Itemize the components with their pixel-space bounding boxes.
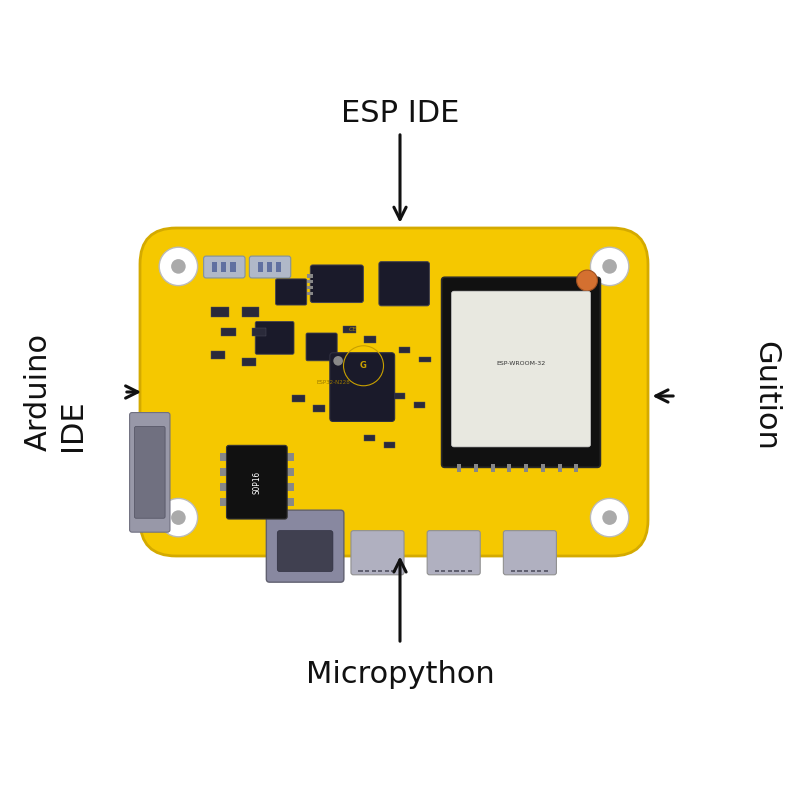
Circle shape (602, 259, 617, 274)
Text: Arduino
IDE: Arduino IDE (24, 333, 86, 451)
Bar (267, 262, 272, 272)
Bar (212, 262, 218, 272)
Bar (541, 464, 545, 472)
Bar (372, 570, 376, 573)
FancyBboxPatch shape (275, 279, 306, 305)
Bar (457, 464, 461, 472)
Bar (363, 435, 374, 442)
FancyBboxPatch shape (451, 291, 590, 447)
FancyBboxPatch shape (278, 530, 333, 571)
Bar (574, 464, 578, 472)
FancyBboxPatch shape (379, 262, 430, 306)
Circle shape (590, 247, 629, 286)
Bar (285, 468, 294, 476)
Bar (490, 464, 494, 472)
Bar (220, 483, 229, 491)
Circle shape (334, 356, 343, 366)
Text: SOP16: SOP16 (252, 470, 262, 494)
Text: ESP32-N228: ESP32-N228 (316, 380, 350, 385)
Circle shape (171, 259, 186, 274)
FancyBboxPatch shape (134, 426, 165, 518)
Bar (419, 357, 430, 362)
Bar (220, 498, 229, 506)
Bar (306, 274, 313, 278)
Bar (222, 262, 226, 272)
Bar (530, 570, 534, 573)
Bar (306, 280, 313, 283)
Bar (220, 468, 229, 476)
Bar (211, 306, 229, 317)
Bar (220, 453, 229, 461)
Bar (293, 395, 305, 402)
FancyBboxPatch shape (226, 446, 287, 519)
Text: ESP IDE: ESP IDE (341, 99, 459, 128)
Circle shape (159, 247, 198, 286)
FancyBboxPatch shape (310, 265, 363, 302)
Bar (222, 328, 235, 336)
FancyBboxPatch shape (351, 530, 404, 574)
Bar (230, 262, 235, 272)
Bar (468, 570, 472, 573)
Bar (524, 464, 528, 472)
Bar (399, 346, 410, 353)
Bar (363, 336, 376, 342)
Bar (391, 570, 395, 573)
Bar (242, 306, 259, 317)
FancyBboxPatch shape (442, 278, 601, 467)
FancyBboxPatch shape (330, 353, 394, 422)
FancyBboxPatch shape (503, 530, 557, 574)
Circle shape (159, 498, 198, 537)
Bar (306, 286, 313, 290)
Text: CE: CE (349, 327, 358, 332)
Circle shape (171, 510, 186, 525)
FancyBboxPatch shape (130, 413, 170, 532)
Text: Micropython: Micropython (306, 660, 494, 689)
FancyBboxPatch shape (204, 256, 245, 278)
Bar (242, 358, 256, 366)
Bar (544, 570, 548, 573)
Bar (365, 570, 369, 573)
Bar (358, 570, 362, 573)
Bar (313, 405, 326, 412)
Circle shape (602, 510, 617, 525)
Bar (211, 351, 226, 359)
Bar (378, 570, 382, 573)
Bar (461, 570, 465, 573)
Bar (474, 464, 478, 472)
FancyBboxPatch shape (250, 256, 290, 278)
Bar (385, 570, 389, 573)
Bar (507, 464, 511, 472)
Bar (285, 483, 294, 491)
Bar (538, 570, 542, 573)
Bar (394, 393, 405, 398)
FancyBboxPatch shape (255, 322, 294, 354)
Bar (384, 442, 395, 448)
Bar (276, 262, 282, 272)
FancyBboxPatch shape (140, 228, 648, 556)
Circle shape (577, 270, 598, 291)
FancyBboxPatch shape (427, 530, 480, 574)
Bar (306, 292, 313, 295)
Bar (285, 453, 294, 461)
Circle shape (590, 498, 629, 537)
Text: ESP-WROOM-32: ESP-WROOM-32 (496, 361, 546, 366)
Bar (258, 262, 263, 272)
Bar (518, 570, 522, 573)
Text: Guition: Guition (751, 341, 780, 451)
Bar (285, 498, 294, 506)
Bar (252, 328, 266, 336)
FancyBboxPatch shape (306, 333, 337, 361)
Bar (343, 326, 356, 333)
Bar (414, 402, 426, 408)
FancyBboxPatch shape (266, 510, 344, 582)
Bar (524, 570, 528, 573)
Bar (448, 570, 452, 573)
Bar (434, 570, 438, 573)
Bar (558, 464, 562, 472)
Bar (511, 570, 515, 573)
Bar (442, 570, 446, 573)
Bar (454, 570, 458, 573)
Text: G: G (360, 362, 367, 370)
